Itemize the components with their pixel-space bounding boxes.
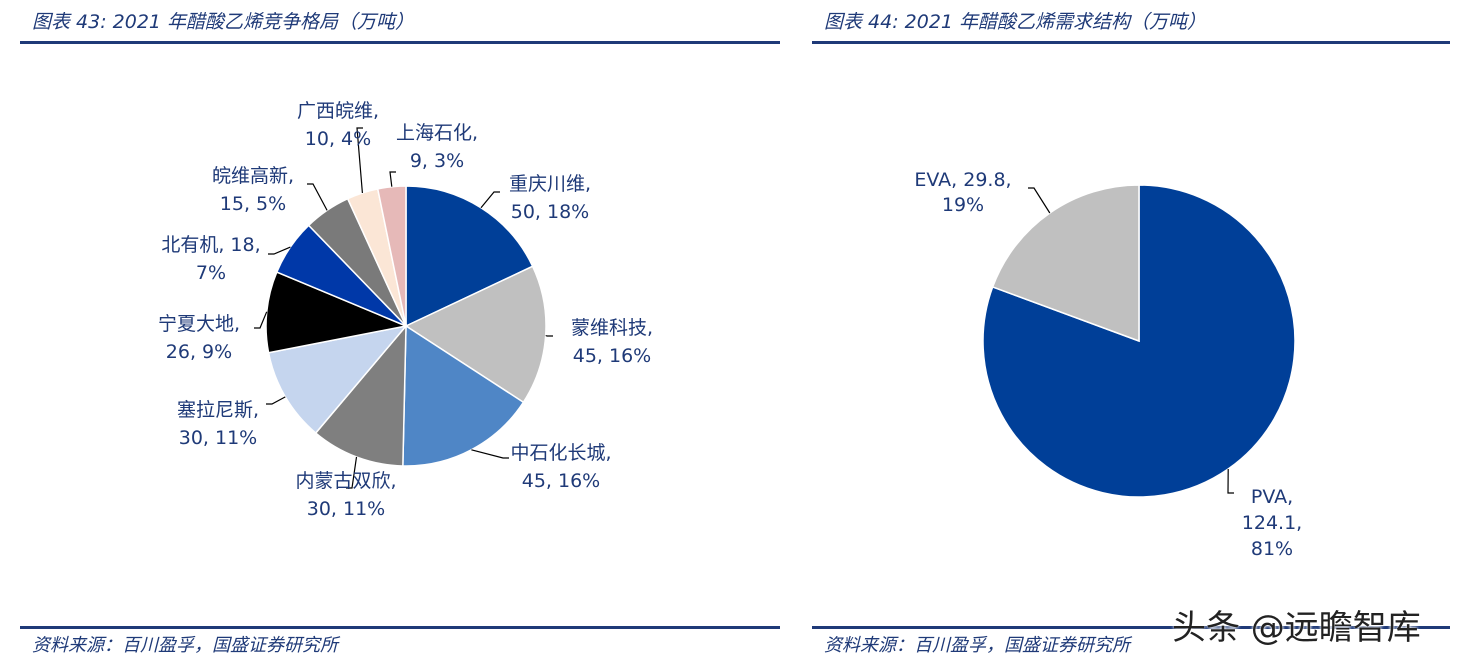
left-pie-slice-7-label: 皖维高新, 15, 5% xyxy=(212,165,294,215)
left-pie-slice-2-label-line: 中石化长城, xyxy=(510,442,611,464)
left-pie-slice-5-label: 宁夏大地, 26, 9% xyxy=(158,313,240,363)
left-pie-slice-9-label-line: 9, 3% xyxy=(410,150,464,172)
left-pie-slice-6-leader-line xyxy=(268,246,291,255)
left-pie-slice-6-label: 北有机, 18, 7% xyxy=(161,234,260,284)
left-pie-slice-7-label-line: 皖维高新, xyxy=(212,165,294,187)
left-pie-slice-0-label-line: 重庆川维, xyxy=(509,173,591,195)
right-pie-slice-1-label-line: 19% xyxy=(942,194,984,216)
left-pie-slice-1-leader-line xyxy=(545,334,553,337)
left-pie-slice-7-label-line: 15, 5% xyxy=(220,193,286,215)
left-pie-slice-6-label-line: 北有机, 18, xyxy=(161,234,260,256)
left-pie-slice-8-label: 广西皖维, 10, 4% xyxy=(297,100,379,150)
left-pie-slice-9-leader-line xyxy=(389,171,396,187)
right-pie-slice-0-label-line: 124.1, xyxy=(1242,512,1302,534)
left-figure-panel: 图表 43: 2021 年醋酸乙烯竞争格局（万吨） 资料来源：百川盈孚，国盛证券… xyxy=(20,0,780,661)
left-pie-slice-8-leader-line xyxy=(356,127,363,194)
right-pie-slice-1-label-line: EVA, 29.8, xyxy=(914,169,1011,191)
left-title-rule xyxy=(20,41,780,44)
left-pie-slice-5-label-line: 宁夏大地, xyxy=(158,313,240,335)
left-pie-slice-1-label-line: 45, 16% xyxy=(573,345,652,367)
left-pie-slice-8-label-line: 广西皖维, xyxy=(297,100,379,122)
left-pie-slice-6-label-line: 7% xyxy=(196,262,226,284)
right-pie-slice-0-label: PVA, 124.1, 81% xyxy=(1242,486,1302,560)
left-pie-slice-3-label: 内蒙古双欣, 30, 11% xyxy=(295,470,396,520)
left-pie-slice-1-label-line: 蒙维科技, xyxy=(571,317,653,339)
left-pie-slice-2-leader-line xyxy=(471,449,509,459)
left-pie-slice-1 xyxy=(404,265,547,404)
left-pie-slice-0-label: 重庆川维, 50, 18% xyxy=(509,173,591,223)
right-pie-slice-1-leader-line xyxy=(1028,187,1051,214)
left-pie-slice-9-label: 上海石化, 9, 3% xyxy=(396,122,478,172)
watermark-text: 头条 @远瞻智库 xyxy=(1172,608,1421,648)
right-pie-slice-1-label: EVA, 29.8, 19% xyxy=(914,169,1011,216)
left-pie-slice-9-label-line: 上海石化, xyxy=(396,122,478,144)
left-pie-slice-0-label-line: 50, 18% xyxy=(511,201,590,223)
right-pie-slice-0-leader-line xyxy=(1227,468,1234,494)
left-pie-slice-4-label-line: 30, 11% xyxy=(179,427,258,449)
right-pie-slice-1 xyxy=(991,184,1140,343)
right-title-rule xyxy=(812,41,1450,44)
left-source-note: 资料来源：百川盈孚，国盛证券研究所 xyxy=(32,635,338,656)
left-pie-slice-3-label-line: 30, 11% xyxy=(307,498,386,520)
left-pie-slice-8-label-line: 10, 4% xyxy=(305,128,371,150)
left-pie-slice-3-leader-line xyxy=(346,456,358,489)
left-pie-slice-1-label: 蒙维科技, 45, 16% xyxy=(571,317,653,367)
left-pie-slice-2-label: 中石化长城, 45, 16% xyxy=(510,442,611,492)
left-pie-slice-2 xyxy=(402,324,525,467)
right-pie: PVA, 124.1, 81% EVA, 29.8, 19% xyxy=(914,169,1302,560)
right-pie-slice-0-label-line: 81% xyxy=(1251,538,1293,560)
right-pie-slice-0-label-line: PVA, xyxy=(1251,486,1293,508)
left-pie-slice-5-label-line: 26, 9% xyxy=(166,341,232,363)
left-pie-slice-9 xyxy=(376,185,407,327)
left-pie-slice-0-leader-line xyxy=(480,191,500,209)
left-pie-slice-4-label: 塞拉尼斯, 30, 11% xyxy=(177,399,259,449)
left-pie-slice-5-leader-line xyxy=(254,311,268,329)
left-pie: 重庆川维, 50, 18% 蒙维科技, 45, 16% 中石化长城, 45, 16% 内蒙古… xyxy=(158,100,653,520)
right-source-rule xyxy=(812,626,1450,629)
left-pie-slice-4-label-line: 塞拉尼斯, xyxy=(177,399,259,421)
left-pie-slice-3-label-line: 内蒙古双欣, xyxy=(295,470,396,492)
left-source-rule xyxy=(20,626,780,629)
left-pie-slice-5 xyxy=(265,271,409,354)
right-figure-title: 图表 44: 2021 年醋酸乙烯需求结构（万吨） xyxy=(824,11,1207,33)
left-pie-slice-2-label-line: 45, 16% xyxy=(522,470,601,492)
left-pie-slice-4-leader-line xyxy=(266,396,286,405)
left-pie-slice-0 xyxy=(405,185,534,328)
left-figure-title: 图表 43: 2021 年醋酸乙烯竞争格局（万吨） xyxy=(32,11,415,33)
right-source-note: 资料来源：百川盈孚，国盛证券研究所 xyxy=(824,635,1130,656)
right-figure-panel: 图表 44: 2021 年醋酸乙烯需求结构（万吨） 资料来源：百川盈孚，国盛证券… xyxy=(812,0,1450,661)
left-pie-slice-7-leader-line xyxy=(307,183,328,211)
